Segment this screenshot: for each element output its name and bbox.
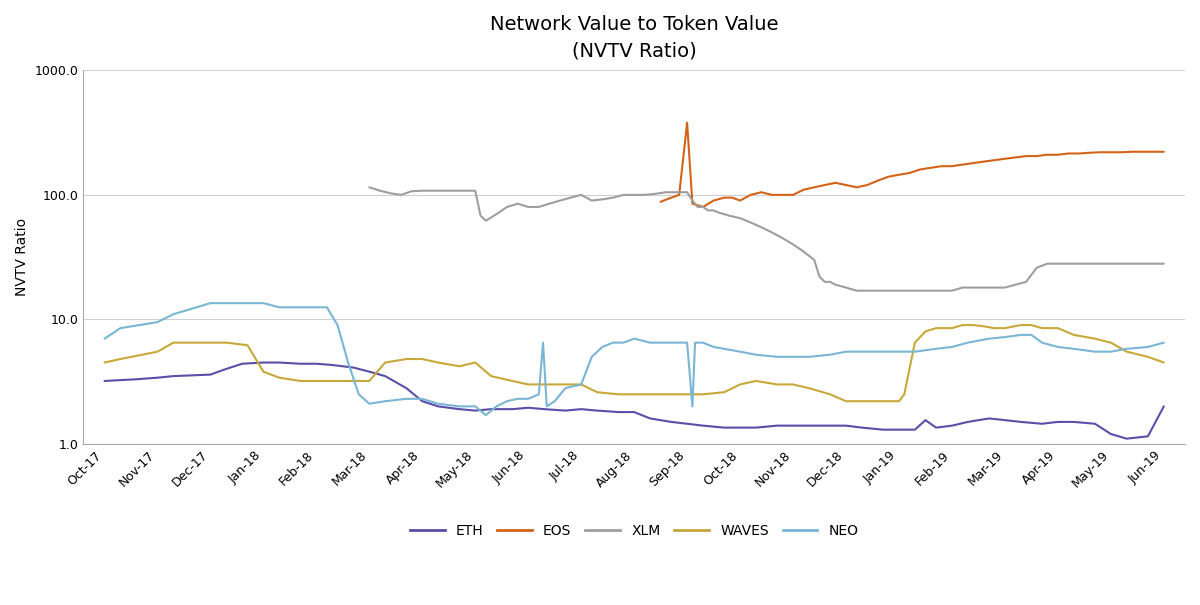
Legend: ETH, EOS, XLM, WAVES, NEO: ETH, EOS, XLM, WAVES, NEO bbox=[404, 518, 864, 543]
Y-axis label: NVTV Ratio: NVTV Ratio bbox=[14, 218, 29, 296]
Title: Network Value to Token Value
(NVTV Ratio): Network Value to Token Value (NVTV Ratio… bbox=[490, 15, 779, 61]
